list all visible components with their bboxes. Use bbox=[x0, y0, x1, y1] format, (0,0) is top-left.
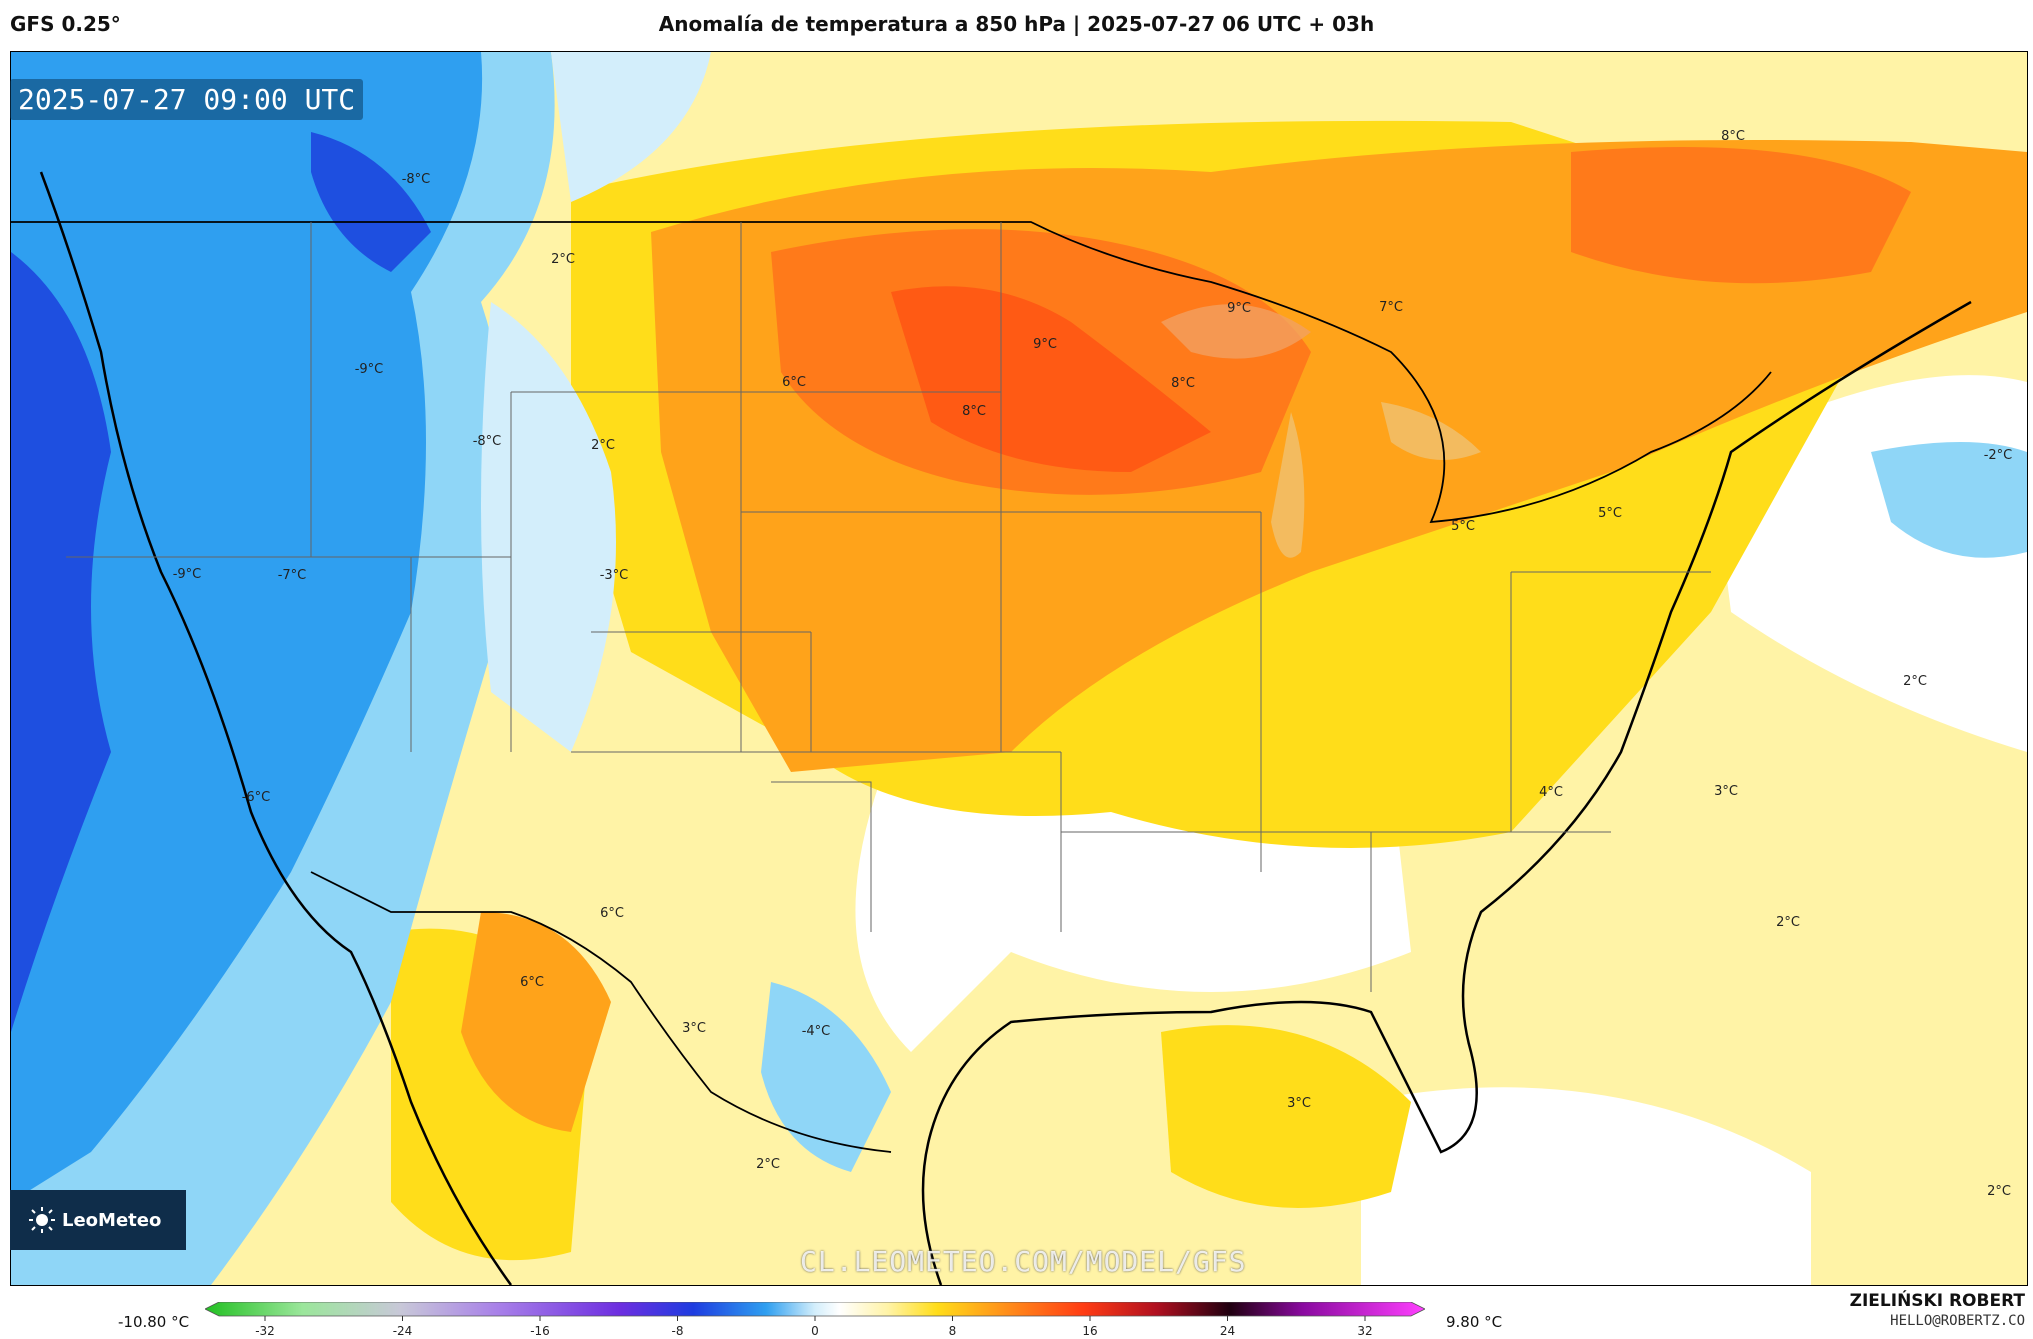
legend-tick-label: 0 bbox=[811, 1324, 819, 1338]
temperature-anomaly-map: -8°C 2°C -9°C -8°C 2°C -9°C -7°C -3°C -6°C 6°C 8°C… bbox=[11, 52, 2027, 1285]
legend-tick-label: 32 bbox=[1357, 1324, 1372, 1338]
temperature-label: 3°C bbox=[1714, 784, 1738, 799]
state-lines bbox=[66, 222, 1711, 992]
temperature-label: -8°C bbox=[473, 434, 502, 449]
anomaly-zone-pale-blue bbox=[481, 302, 616, 752]
anomaly-zone-blue bbox=[11, 52, 483, 1202]
temperature-label: -6°C bbox=[242, 790, 271, 805]
temperature-label: 6°C bbox=[520, 975, 544, 990]
lake-superior bbox=[1161, 304, 1311, 359]
author-credit: ZIELIŃSKI ROBERT HELLO@ROBERTZ.CO bbox=[1850, 1291, 2025, 1329]
temperature-label: 4°C bbox=[1539, 785, 1563, 800]
anomaly-zone-deep-blue bbox=[11, 252, 111, 1032]
temperature-label: 2°C bbox=[551, 252, 575, 267]
legend-gradient bbox=[205, 1302, 1425, 1317]
temperature-label: -2°C bbox=[1984, 448, 2013, 463]
chart-title: Anomalía de temperatura a 850 hPa | 2025… bbox=[658, 12, 1375, 36]
temperature-label: -8°C bbox=[402, 172, 431, 187]
legend-ticks: -32 -24 -16 -8 0 8 16 24 32 bbox=[255, 1316, 1373, 1338]
logo-text: LeoMeteo bbox=[62, 1209, 162, 1231]
canada-us-border bbox=[11, 221, 1772, 524]
temperature-label: 8°C bbox=[1721, 129, 1745, 144]
pacific-coastline bbox=[39, 171, 513, 1285]
leometeo-logo: LeoMeteo bbox=[10, 1190, 186, 1250]
legend-tick-label: 16 bbox=[1082, 1324, 1097, 1338]
temperature-label: 5°C bbox=[1598, 506, 1622, 521]
author-name: ZIELIŃSKI ROBERT bbox=[1849, 1291, 2025, 1311]
sun-icon bbox=[29, 1207, 55, 1233]
legend-tick-label: -32 bbox=[255, 1324, 275, 1338]
temperature-label: 2°C bbox=[1776, 915, 1800, 930]
temperature-label: 3°C bbox=[682, 1021, 706, 1036]
lake-huron bbox=[1381, 402, 1481, 460]
legend-tick-label: -8 bbox=[672, 1324, 684, 1338]
anomaly-zone-pale-blue-north bbox=[551, 52, 711, 202]
legend-tick-label: -16 bbox=[530, 1324, 550, 1338]
legend-tick-label: 24 bbox=[1220, 1324, 1235, 1338]
temperature-label: 6°C bbox=[782, 375, 806, 390]
legend-tick-label: 8 bbox=[949, 1324, 957, 1338]
temperature-label: -9°C bbox=[173, 567, 202, 582]
temperature-label: 2°C bbox=[591, 438, 615, 453]
anomaly-zone-light-blue-atlantic bbox=[1871, 442, 2027, 558]
author-email: HELLO@ROBERTZ.CO bbox=[1890, 1313, 2025, 1329]
temperature-label: -3°C bbox=[600, 568, 629, 583]
color-scale-legend: -32 -24 -16 -8 0 8 16 24 32 bbox=[205, 1302, 1425, 1338]
anomaly-zone-hotspot bbox=[891, 286, 1211, 472]
model-label: GFS 0.25° bbox=[10, 12, 121, 36]
timestamp-badge: 2025-07-27 09:00 UTC bbox=[10, 79, 364, 120]
anomaly-zone-dark-orange-canada bbox=[1571, 147, 1911, 284]
anomaly-zone-orange-mexico bbox=[461, 912, 611, 1132]
temperature-labels: -8°C 2°C -9°C -8°C 2°C -9°C -7°C -3°C -6°C 6°C 8°C… bbox=[173, 129, 2013, 1199]
legend-max-label: 9.80 °C bbox=[1446, 1313, 1503, 1331]
temperature-label: 8°C bbox=[962, 404, 986, 419]
temperature-label: 5°C bbox=[1451, 519, 1475, 534]
legend-min-label: -10.80 °C bbox=[118, 1313, 190, 1331]
temperature-label: 2°C bbox=[756, 1157, 780, 1172]
temperature-label: 2°C bbox=[1903, 674, 1927, 689]
atlantic-gulf-coastline bbox=[921, 300, 1972, 1285]
map-area[interactable]: -8°C 2°C -9°C -8°C 2°C -9°C -7°C -3°C -6°C 6°C 8°C… bbox=[10, 51, 2028, 1286]
lake-michigan bbox=[1271, 412, 1305, 558]
temperature-label: -4°C bbox=[802, 1024, 831, 1039]
temperature-label: 8°C bbox=[1171, 376, 1195, 391]
temperature-label: 9°C bbox=[1033, 337, 1057, 352]
anomaly-zone-yellow-gulf bbox=[1161, 1025, 1411, 1208]
source-watermark: CL.LEOMETEO.COM/MODEL/GFS bbox=[800, 1245, 1247, 1278]
legend-tick-label: -24 bbox=[393, 1324, 413, 1338]
anomaly-zone-white-south bbox=[1361, 1087, 1811, 1285]
temperature-label: 6°C bbox=[600, 906, 624, 921]
temperature-label: 3°C bbox=[1287, 1096, 1311, 1111]
anomaly-zone-deep-blue-north bbox=[311, 132, 431, 272]
temperature-label: 7°C bbox=[1379, 300, 1403, 315]
anomaly-zone-light-blue-mexico bbox=[761, 982, 891, 1172]
us-mexico-border bbox=[310, 871, 892, 1153]
temperature-label: -7°C bbox=[278, 568, 307, 583]
temperature-label: -9°C bbox=[355, 362, 384, 377]
temperature-label: 2°C bbox=[1987, 1184, 2011, 1199]
temperature-label: 9°C bbox=[1227, 301, 1251, 316]
